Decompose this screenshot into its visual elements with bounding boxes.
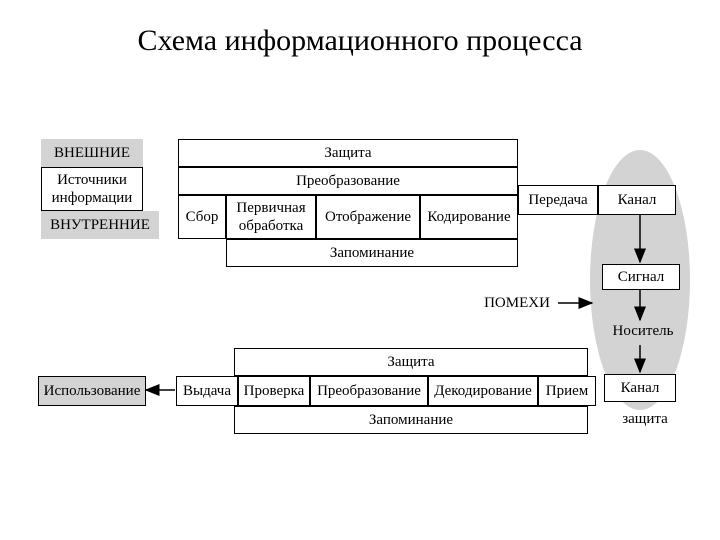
preobrazovanie1-label: Преобразование — [296, 172, 400, 190]
vydacha-label: Выдача — [183, 382, 231, 400]
pomehi-label: ПОМЕХИ — [472, 294, 562, 312]
zapominanie1-box: Запоминание — [226, 239, 518, 267]
zashchita2-box: Защита — [234, 348, 588, 376]
vnutrennie-box: ВНУТРЕННИЕ — [41, 211, 159, 239]
dekodirovanie-box: Декодирование — [428, 376, 538, 406]
vneshnie-label: ВНЕШНИЕ — [54, 144, 130, 162]
priem-box: Прием — [538, 376, 596, 406]
preobrazovanie2-label: Преобразование — [317, 382, 421, 400]
zapominanie2-box: Запоминание — [234, 406, 588, 434]
zapominanie1-label: Запоминание — [330, 244, 414, 262]
pervichnaya-box: Первичная обработка — [226, 195, 316, 239]
proverka-box: Проверка — [238, 376, 310, 406]
kodirovanie-label: Кодирование — [427, 208, 510, 226]
otobrazhenie-label: Отображение — [325, 208, 411, 226]
ispolzovanie-box: Использование — [38, 376, 146, 406]
ispolzovanie-label: Использование — [44, 382, 141, 400]
kodirovanie-box: Кодирование — [420, 195, 518, 239]
istochniki-box: Источники информации — [41, 167, 143, 211]
zashchita2-label: Защита — [387, 353, 434, 371]
signal-box: Сигнал — [602, 264, 680, 290]
peredacha-label: Передача — [528, 191, 587, 209]
signal-label: Сигнал — [618, 268, 665, 286]
zashchita1-label: Защита — [324, 144, 371, 162]
pervichnaya-label: Первичная обработка — [227, 199, 315, 235]
kanal1-label: Канал — [618, 191, 657, 209]
vnutrennie-label: ВНУТРЕННИЕ — [50, 216, 150, 234]
vydacha-box: Выдача — [176, 376, 238, 406]
preobrazovanie1-box: Преобразование — [178, 167, 518, 195]
preobrazovanie2-box: Преобразование — [310, 376, 428, 406]
dekodirovanie-label: Декодирование — [434, 382, 532, 400]
istochniki-label: Источники информации — [42, 171, 142, 207]
kanal2-label: Канал — [621, 379, 660, 397]
otobrazhenie-box: Отображение — [316, 195, 420, 239]
kanal1-box: Канал — [598, 185, 676, 215]
nositel-label: Носитель — [604, 322, 682, 340]
page-title: Схема информационного процесса — [0, 24, 720, 58]
vneshnie-box: ВНЕШНИЕ — [41, 139, 143, 167]
priem-label: Прием — [546, 382, 589, 400]
zapominanie2-label: Запоминание — [369, 411, 453, 429]
sbor-box: Сбор — [178, 195, 226, 239]
proverka-label: Проверка — [244, 382, 305, 400]
kanal2-box: Канал — [604, 374, 676, 402]
peredacha-box: Передача — [518, 185, 598, 215]
sbor-label: Сбор — [186, 208, 219, 226]
zashchita3-label: защита — [610, 410, 680, 428]
zashchita1-box: Защита — [178, 139, 518, 167]
